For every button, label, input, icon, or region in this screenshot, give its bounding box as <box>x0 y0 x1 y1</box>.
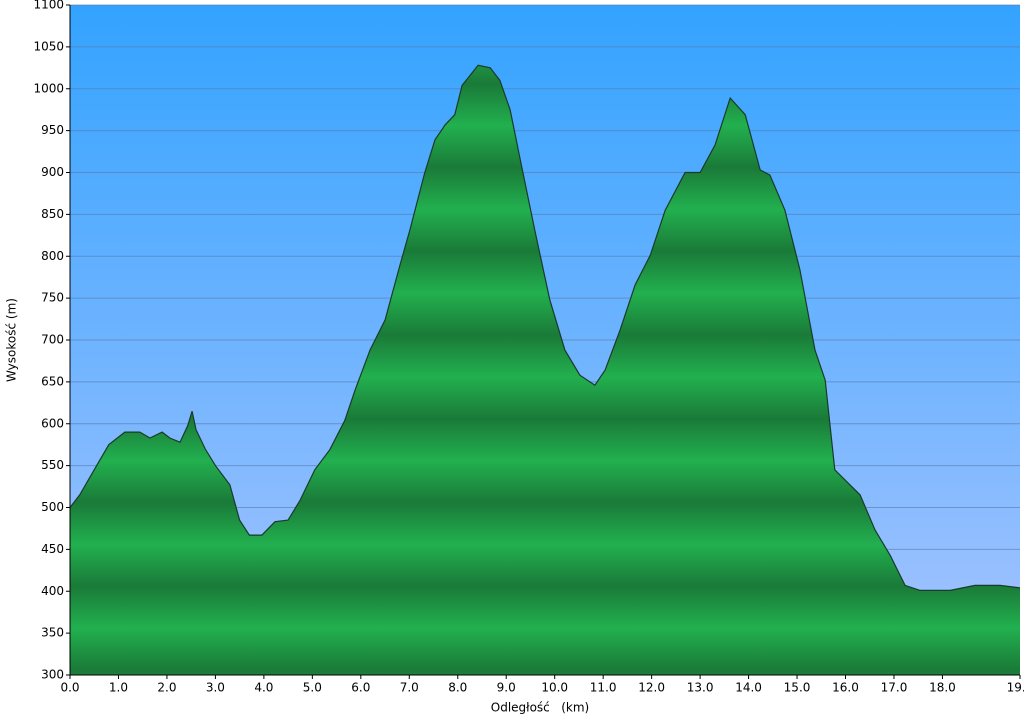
y-tick-label: 500 <box>41 500 64 514</box>
x-tick-label: 7.0 <box>400 681 419 695</box>
y-tick-label: 300 <box>41 668 64 682</box>
x-tick-label: 11.0 <box>590 681 617 695</box>
x-tick-label: 12.0 <box>638 681 665 695</box>
x-tick-label: 4.0 <box>254 681 273 695</box>
y-axis-title: Wysokość (m) <box>5 298 19 382</box>
x-tick-label: 9.0 <box>497 681 516 695</box>
x-tick-label: 8.0 <box>448 681 467 695</box>
x-axis-title: Odległość (km) <box>491 701 589 715</box>
x-tick-label: 6.0 <box>351 681 370 695</box>
y-tick-label: 1050 <box>33 39 64 53</box>
y-tick-label: 350 <box>41 626 64 640</box>
x-tick-label: 15.0 <box>784 681 811 695</box>
y-tick-label: 750 <box>41 291 64 305</box>
y-tick-label: 600 <box>41 416 64 430</box>
y-tick-label: 400 <box>41 584 64 598</box>
x-tick-label: 17.0 <box>881 681 908 695</box>
x-tick-label: 10.0 <box>541 681 568 695</box>
y-tick-label: 1000 <box>33 81 64 95</box>
y-tick-label: 550 <box>41 458 64 472</box>
x-tick-label: 19.6 <box>1007 681 1024 695</box>
y-tick-label: 950 <box>41 123 64 137</box>
x-tick-label: 18.0 <box>929 681 956 695</box>
x-tick-label: 2.0 <box>157 681 176 695</box>
x-tick-label: 3.0 <box>206 681 225 695</box>
y-tick-label: 700 <box>41 333 64 347</box>
x-tick-label: 14.0 <box>735 681 762 695</box>
x-tick-label: 1.0 <box>109 681 128 695</box>
y-tick-label: 650 <box>41 374 64 388</box>
y-tick-label: 450 <box>41 542 64 556</box>
y-tick-label: 1100 <box>33 0 64 12</box>
y-tick-label: 800 <box>41 249 64 263</box>
area <box>70 65 1020 676</box>
x-tick-label: 5.0 <box>303 681 322 695</box>
x-tick-label: 13.0 <box>687 681 714 695</box>
x-tick-label: 16.0 <box>832 681 859 695</box>
area-outline <box>69 64 1021 591</box>
y-tick-label: 900 <box>41 165 64 179</box>
y-tick-label: 850 <box>41 207 64 221</box>
x-tick-label: 0.0 <box>60 681 79 695</box>
